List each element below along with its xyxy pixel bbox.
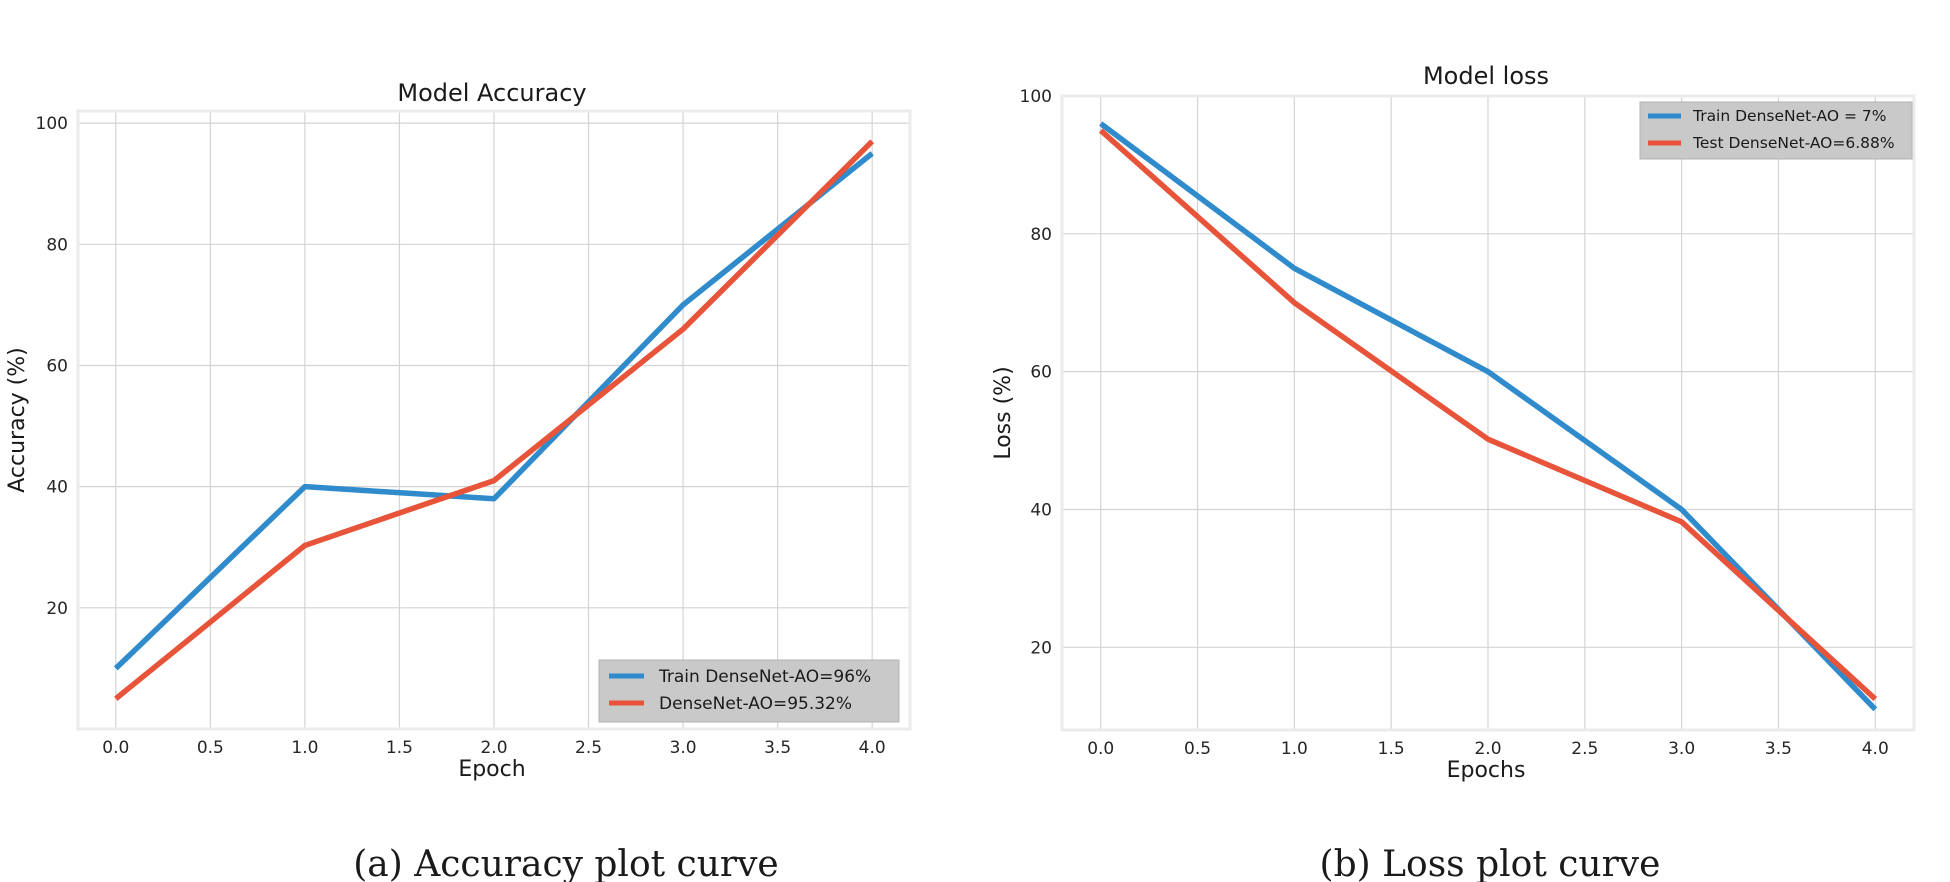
accuracy-legend-label-test: DenseNet-AO=95.32% bbox=[659, 694, 852, 714]
loss-x-axis-label: Epochs bbox=[1447, 758, 1526, 783]
y-tick-label: 40 bbox=[1030, 500, 1052, 520]
accuracy-plot-frame bbox=[76, 109, 912, 731]
x-tick-label: 3.0 bbox=[1668, 739, 1695, 759]
loss-legend-box bbox=[1639, 101, 1913, 160]
y-tick-label: 80 bbox=[46, 235, 68, 255]
x-tick-label: 3.0 bbox=[670, 738, 697, 758]
accuracy-grid bbox=[78, 111, 910, 729]
loss-grid bbox=[1062, 95, 1914, 730]
loss-chart: Model loss 0.0 0.5 1.0 1.5 2.0 2.5 3.0 3.5 4.0 2… bbox=[991, 62, 1916, 783]
loss-y-ticks: 20 40 60 80 100 bbox=[1020, 87, 1052, 658]
accuracy-chart-title: Model Accuracy bbox=[397, 79, 586, 107]
accuracy-series-lines bbox=[113, 139, 875, 701]
caption-b: (b) Loss plot curve bbox=[1320, 844, 1661, 882]
accuracy-chart: Model Accuracy 0.0 0.5 1.0 1.5 2.0 2.5 3.0 3.5 4… bbox=[5, 79, 912, 782]
accuracy-x-axis-label: Epoch bbox=[458, 757, 525, 782]
x-tick-label: 1.5 bbox=[386, 738, 413, 758]
x-tick-label: 0.5 bbox=[197, 738, 224, 758]
y-tick-label: 40 bbox=[46, 478, 68, 498]
x-tick-label: 0.5 bbox=[1184, 739, 1211, 759]
x-tick-label: 3.5 bbox=[764, 738, 791, 758]
x-tick-label: 2.5 bbox=[575, 738, 602, 758]
loss-x-ticks: 0.0 0.5 1.0 1.5 2.0 2.5 3.0 3.5 4.0 bbox=[1087, 739, 1889, 759]
x-tick-label: 4.0 bbox=[1862, 739, 1889, 759]
loss-plot-frame bbox=[1060, 94, 1916, 732]
y-tick-label: 60 bbox=[1030, 363, 1052, 383]
x-tick-label: 0.0 bbox=[1087, 739, 1114, 759]
y-tick-label: 20 bbox=[46, 599, 68, 619]
loss-legend-label-test: Test DenseNet-AO=6.88% bbox=[1692, 134, 1895, 152]
x-tick-label: 1.0 bbox=[291, 738, 318, 758]
y-tick-label: 100 bbox=[36, 114, 68, 134]
accuracy-x-ticks: 0.0 0.5 1.0 1.5 2.0 2.5 3.0 3.5 4.0 bbox=[102, 738, 885, 758]
loss-chart-title: Model loss bbox=[1423, 62, 1549, 90]
accuracy-legend-box bbox=[598, 659, 900, 723]
accuracy-legend-label-train: Train DenseNet-AO=96% bbox=[658, 667, 871, 687]
loss-y-axis-label: Loss (%) bbox=[991, 366, 1016, 459]
loss-legend-label-train: Train DenseNet-AO = 7% bbox=[1692, 107, 1886, 125]
x-tick-label: 1.5 bbox=[1378, 739, 1405, 759]
x-tick-label: 2.0 bbox=[480, 738, 507, 758]
x-tick-label: 4.0 bbox=[859, 738, 886, 758]
y-tick-label: 100 bbox=[1020, 87, 1052, 107]
accuracy-y-ticks: 20 40 60 80 100 bbox=[36, 114, 68, 619]
accuracy-legend: Train DenseNet-AO=96% DenseNet-AO=95.32% bbox=[598, 659, 900, 723]
loss-legend: Train DenseNet-AO = 7% Test DenseNet-AO=… bbox=[1639, 101, 1913, 160]
accuracy-y-axis-label: Accuracy (%) bbox=[5, 347, 30, 493]
x-tick-label: 2.0 bbox=[1474, 739, 1501, 759]
x-tick-label: 1.0 bbox=[1281, 739, 1308, 759]
x-tick-label: 3.5 bbox=[1765, 739, 1792, 759]
caption-a: (a) Accuracy plot curve bbox=[353, 844, 778, 882]
x-tick-label: 0.0 bbox=[102, 738, 129, 758]
y-tick-label: 80 bbox=[1030, 225, 1052, 245]
y-tick-label: 60 bbox=[46, 356, 68, 376]
loss-series-lines bbox=[1098, 121, 1878, 712]
y-tick-label: 20 bbox=[1030, 638, 1052, 658]
x-tick-label: 2.5 bbox=[1571, 739, 1598, 759]
